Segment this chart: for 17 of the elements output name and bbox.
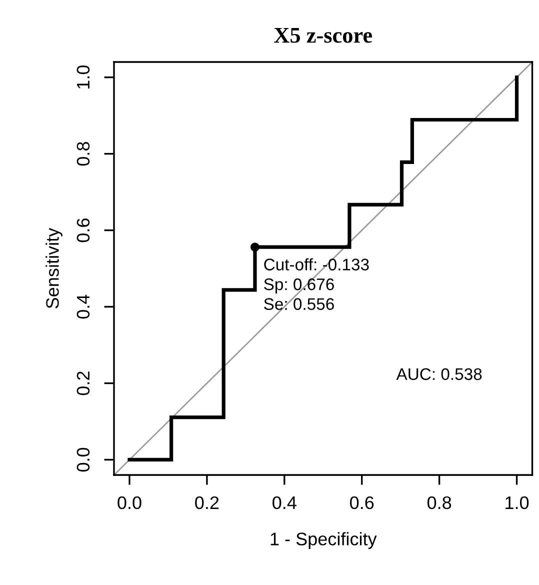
y-axis-title: Sensitivity bbox=[46, 228, 62, 308]
y-tick-label: 0.2 bbox=[76, 372, 90, 396]
x-tick-label: 0.2 bbox=[195, 496, 219, 510]
annotation: Cut-off: -0.133 Sp: 0.676 Se: 0.556 bbox=[264, 258, 369, 310]
y-tick-label: 0.8 bbox=[76, 142, 90, 166]
x-tick-label: 0.4 bbox=[272, 496, 296, 510]
x-tick-label: 0.6 bbox=[350, 496, 374, 510]
annotation: AUC: 0.538 bbox=[396, 368, 482, 380]
x-axis-title: 1 - Specificity bbox=[270, 532, 377, 549]
y-tick-label: 1.0 bbox=[76, 65, 90, 88]
y-tick-label: 0.6 bbox=[76, 218, 90, 242]
y-tick-label: 0.4 bbox=[76, 294, 90, 319]
chart-title: X5 z-score bbox=[274, 28, 372, 43]
x-tick-label: 0.0 bbox=[118, 496, 142, 510]
y-tick-label: 0.0 bbox=[76, 448, 90, 472]
x-tick-label: 0.8 bbox=[427, 496, 452, 510]
x-tick-label: 1.0 bbox=[506, 496, 529, 510]
